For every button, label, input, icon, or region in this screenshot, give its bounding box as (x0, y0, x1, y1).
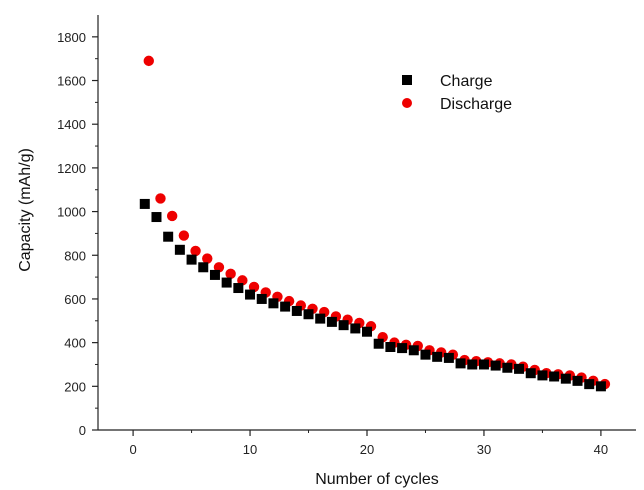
y-tick-label: 1400 (57, 117, 86, 132)
charge-point (443, 352, 454, 363)
legend-charge-label: Charge (440, 73, 493, 90)
charge-point (139, 198, 150, 209)
y-tick-label: 600 (64, 292, 86, 307)
charge-point (408, 345, 419, 356)
discharge-point (213, 262, 225, 273)
charge-point (350, 323, 361, 334)
charge-point (549, 371, 560, 382)
charge-point (490, 360, 501, 371)
charge-point (525, 368, 536, 379)
charge-point (245, 289, 256, 300)
charge-point (209, 269, 220, 280)
charge-point (303, 309, 314, 320)
charge-point (221, 277, 232, 288)
y-tick-label: 1000 (57, 205, 86, 220)
discharge-point (225, 268, 236, 280)
charge-point (198, 262, 209, 273)
x-tick-label: 30 (477, 442, 491, 457)
discharge-point (190, 245, 201, 257)
charge-point (432, 351, 443, 362)
y-tick-label: 1200 (57, 161, 86, 176)
data-points (139, 55, 611, 392)
charge-point (455, 358, 466, 369)
charge-point (326, 316, 337, 327)
charge-point (502, 362, 513, 373)
x-tick-label: 40 (594, 442, 608, 457)
y-tick-label: 800 (64, 248, 86, 263)
discharge-point (143, 55, 154, 67)
discharge-point (166, 210, 178, 222)
charge-point (420, 349, 431, 360)
charge-point (151, 212, 162, 223)
charge-point (268, 298, 279, 309)
legend-discharge-marker (402, 98, 412, 108)
x-axis-title: Number of cycles (315, 471, 439, 488)
discharge-point (155, 193, 166, 204)
charge-point (291, 305, 302, 316)
charge-point (385, 342, 396, 352)
legend-discharge-label: Discharge (440, 96, 512, 113)
x-tick-label: 0 (129, 442, 136, 457)
charge-point (397, 343, 408, 354)
charge-point (560, 373, 571, 384)
charge-point (163, 231, 174, 242)
charge-point (233, 283, 244, 294)
charge-point (315, 313, 326, 324)
charge-point (174, 244, 185, 255)
legend: Charge Discharge (402, 73, 512, 113)
charge-point (537, 370, 548, 381)
charge-point (362, 326, 372, 337)
y-tick-label: 1800 (57, 30, 86, 45)
charge-point (584, 379, 595, 390)
charge-point (572, 375, 583, 386)
y-tick-label: 1600 (57, 74, 86, 89)
discharge-point (178, 230, 190, 241)
discharge-point (248, 281, 260, 293)
y-tick-label: 0 (79, 423, 86, 438)
ticks: 0 200 400 600 800 1000 1200 1400 1600 1800 0 10 20 30… (57, 30, 608, 457)
discharge-point (202, 253, 213, 264)
y-tick-label: 400 (64, 336, 86, 351)
y-tick-label: 200 (64, 379, 86, 394)
x-tick-label: 10 (243, 442, 257, 457)
charge-point (256, 293, 267, 304)
charge-point (186, 254, 197, 265)
charge-point (338, 320, 349, 331)
y-axis-title: Capacity (mAh/g) (17, 148, 34, 272)
legend-charge-marker (402, 75, 412, 85)
axes (97, 15, 636, 431)
charge-point (280, 301, 291, 312)
charge-point (478, 359, 489, 370)
charge-point (514, 363, 525, 374)
charge-point (373, 338, 384, 349)
charge-point (467, 359, 478, 370)
x-tick-label: 20 (360, 442, 374, 457)
charge-point (595, 381, 606, 392)
discharge-point (237, 275, 248, 286)
